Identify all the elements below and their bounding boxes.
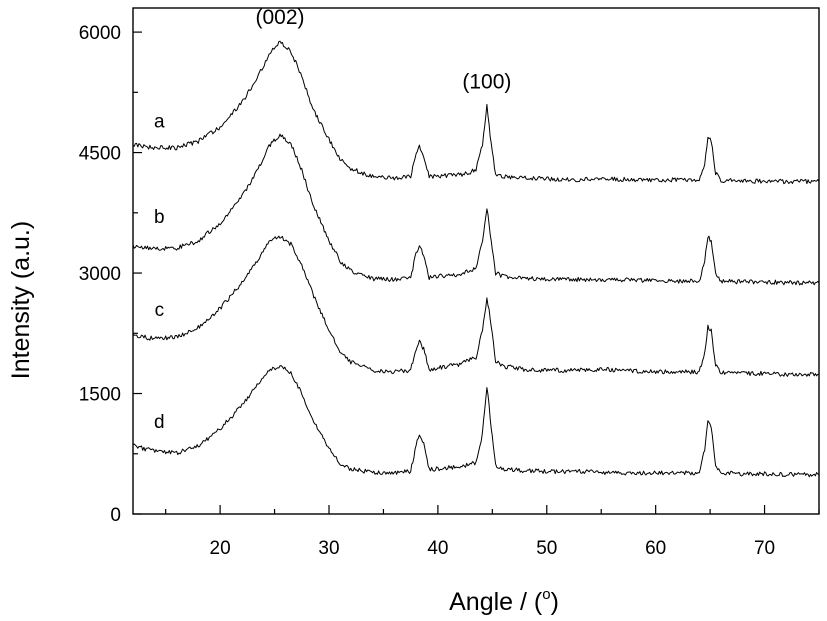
series-line-d (132, 365, 820, 478)
axis-ticks (133, 31, 820, 515)
series-line-b (132, 133, 820, 286)
x-axis-title-text: Angle / ( (449, 588, 543, 616)
x-tick-label: 60 (645, 538, 666, 559)
x-axis-title: Angle / (o) (449, 586, 559, 616)
series-layer (132, 40, 820, 478)
peak-annotations: (002) (100) (255, 6, 511, 93)
axis-tick-labels: 20 30 40 50 60 70 0 1500 3000 4500 6000 (79, 23, 775, 559)
y-tick-label: 3000 (79, 264, 121, 285)
series-label-b: b (154, 207, 165, 228)
plot-frame (132, 7, 820, 515)
y-tick-label: 0 (110, 505, 121, 526)
x-axis-title-close: ) (551, 588, 559, 616)
x-axis-degree-symbol: o (542, 586, 550, 603)
y-tick-label: 1500 (79, 385, 121, 406)
x-tick-label: 40 (427, 538, 448, 559)
series-label-c: c (155, 300, 165, 321)
series-line-c (132, 235, 820, 377)
y-tick-label: 4500 (79, 144, 121, 165)
series-labels: a b c d (154, 111, 165, 432)
x-tick-label: 70 (754, 538, 775, 559)
x-tick-label: 20 (210, 538, 231, 559)
y-tick-label: 6000 (79, 23, 121, 44)
y-axis-title: Intensity (a.u.) (7, 221, 35, 379)
series-line-a (132, 40, 820, 185)
series-label-a: a (154, 111, 165, 132)
series-label-d: d (154, 412, 165, 433)
x-tick-label: 50 (536, 538, 557, 559)
peak-annotation: (100) (462, 70, 511, 93)
peak-annotation: (002) (255, 6, 304, 29)
x-tick-label: 30 (318, 538, 339, 559)
